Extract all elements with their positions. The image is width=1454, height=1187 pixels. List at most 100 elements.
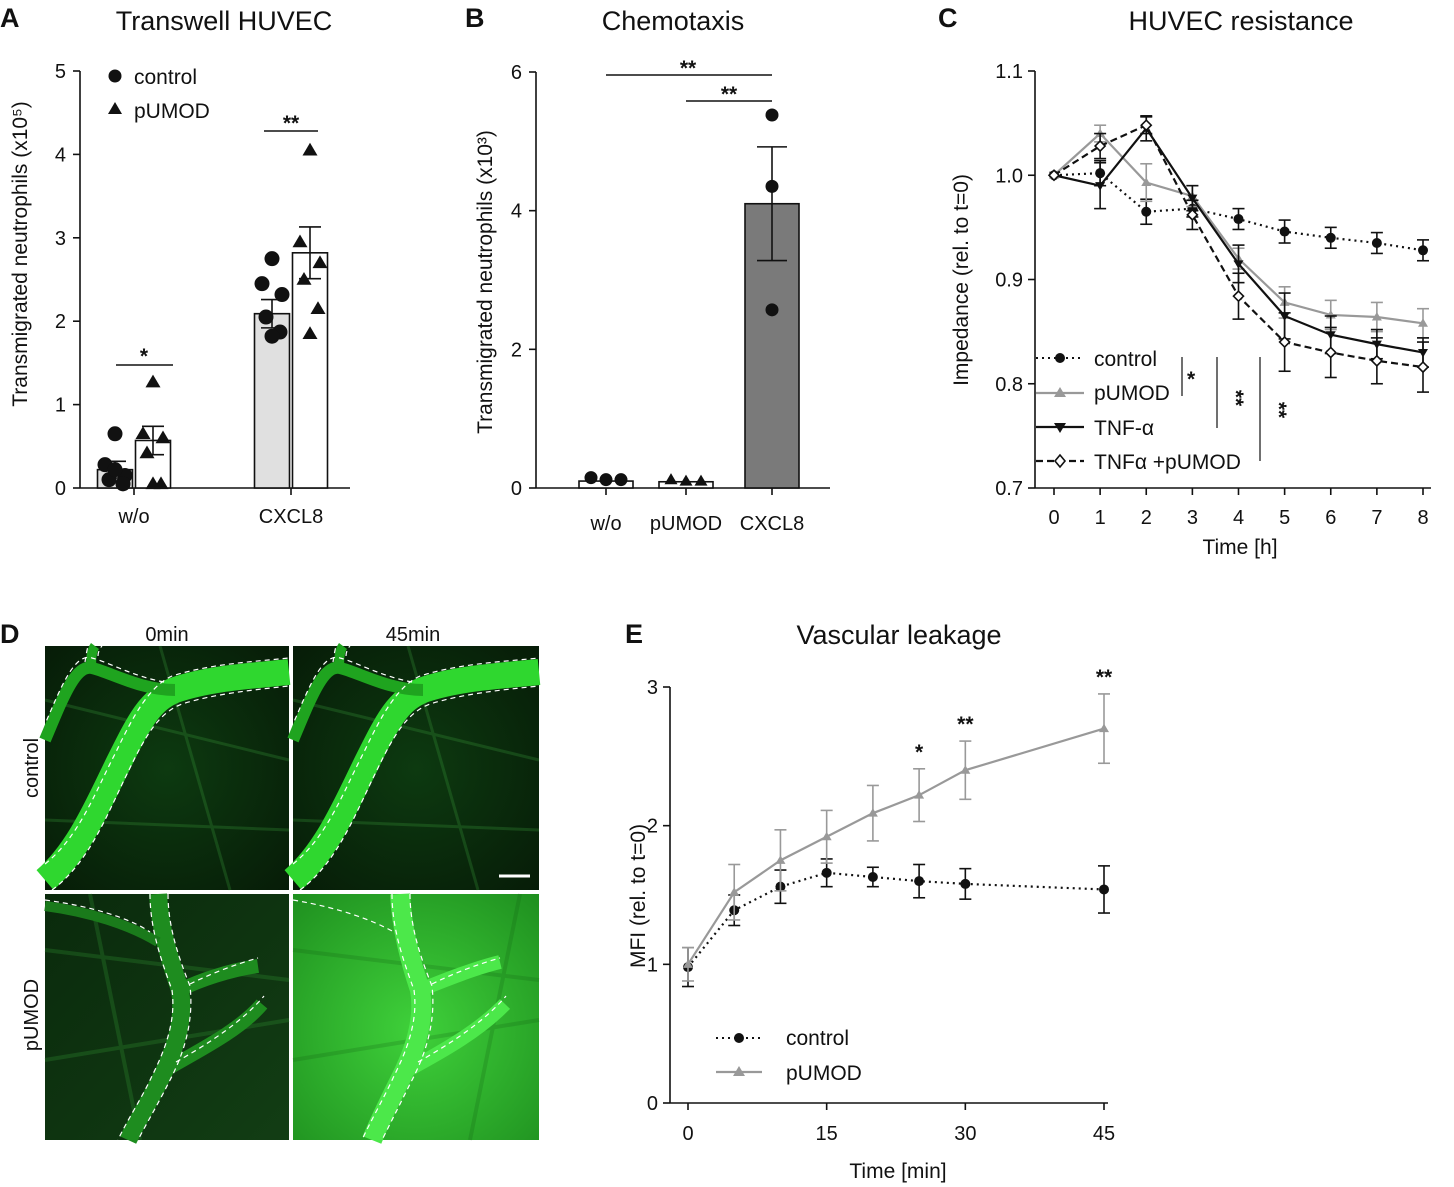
column-label-45min: 45min xyxy=(386,624,440,646)
sig-label-pumod-cxcl8: ** xyxy=(721,83,738,106)
legend-marker-pumod xyxy=(1054,387,1066,397)
y-tick-label: 1.0 xyxy=(995,165,1023,187)
data-point xyxy=(1047,169,1061,182)
y-tick-label: 1.1 xyxy=(995,61,1023,83)
legend-label-control: control xyxy=(786,1027,849,1050)
data-point xyxy=(145,374,161,388)
data-point xyxy=(1141,177,1152,187)
sig-label-tnfa-pumod: ** xyxy=(1267,402,1290,419)
data-point xyxy=(1233,214,1244,225)
data-point xyxy=(274,287,290,303)
sig-label-pumod: * xyxy=(1187,368,1196,391)
legend-label-tnfa: TNF-α xyxy=(1094,417,1154,440)
image-control-0min xyxy=(36,643,291,891)
data-point xyxy=(960,765,971,774)
data-point xyxy=(155,430,171,444)
legend-label-pumod: pUMOD xyxy=(786,1062,862,1085)
data-point xyxy=(264,328,280,344)
x-category-label: w/o xyxy=(589,513,621,535)
data-point xyxy=(1099,884,1109,895)
sig-label-wo-cxcl8: ** xyxy=(680,57,697,80)
row-label-control: control xyxy=(21,738,43,798)
x-category-label: w/o xyxy=(117,506,149,528)
data-point xyxy=(867,871,878,882)
legend-label-pumod: pUMOD xyxy=(134,100,210,123)
chart-a-categories: w/o CXCL8 xyxy=(117,506,323,528)
panel-letter-a: A xyxy=(0,3,20,33)
chart-c-title: HUVEC resistance xyxy=(1128,6,1353,36)
data-point xyxy=(310,301,326,314)
y-tick-label: 2 xyxy=(55,311,66,333)
data-point xyxy=(254,276,270,292)
error-bar xyxy=(757,146,787,262)
data-point xyxy=(1278,335,1291,349)
data-point xyxy=(1233,260,1244,269)
chart-transwell-huvec: Transwell HUVEC Transmigrated neutrophil… xyxy=(9,6,350,528)
legend-marker-control xyxy=(734,1033,744,1043)
chart-e-series xyxy=(682,693,1110,988)
image-control-45min xyxy=(284,643,541,891)
x-tick-label: 5 xyxy=(1279,507,1290,529)
y-tick-label: 4 xyxy=(55,144,66,166)
x-tick-label: 30 xyxy=(954,1123,976,1145)
chart-b-bars xyxy=(578,108,800,489)
chart-c-ylabel: Impedance (rel. to t=0) xyxy=(950,174,973,386)
legend-marker-tnfa xyxy=(1054,423,1066,433)
chart-e-ylabel: MFI (rel. to t=0) xyxy=(627,824,650,968)
y-tick-label: 0 xyxy=(511,478,522,500)
data-point xyxy=(1099,723,1109,733)
chart-e-legend: control pUMOD xyxy=(716,1027,862,1085)
legend-marker-tnfa-pumod xyxy=(1053,453,1067,469)
data-point xyxy=(1324,346,1337,359)
image-pumod-45min xyxy=(292,893,540,1144)
chart-a-bars xyxy=(96,142,329,492)
legend-label-control: control xyxy=(134,66,197,89)
chart-b-ticks: 0 2 4 6 xyxy=(511,62,773,500)
data-point xyxy=(1093,139,1107,153)
significance-label: * xyxy=(915,741,924,764)
data-point xyxy=(821,867,832,878)
y-tick-label: 5 xyxy=(55,61,66,83)
legend-label-pumod: pUMOD xyxy=(1094,382,1170,405)
chart-b-significance: ** ** xyxy=(606,57,772,106)
data-point xyxy=(1232,290,1245,303)
data-point xyxy=(1371,312,1382,321)
legend-marker-pumod xyxy=(108,102,122,114)
x-tick-label: 45 xyxy=(1093,1123,1115,1145)
y-tick-label: 0.9 xyxy=(995,270,1023,292)
chart-a-ticks: 0 1 2 3 4 5 xyxy=(55,61,292,500)
data-point xyxy=(258,309,274,325)
legend-marker-pumod xyxy=(733,1066,745,1076)
chart-c-legend: control pUMOD TNF-α TNFα +pUMOD xyxy=(1036,348,1241,474)
y-tick-label: 2 xyxy=(511,339,522,361)
chart-a-legend: control pUMOD xyxy=(108,66,210,123)
data-point xyxy=(1371,238,1382,249)
chart-e-axes xyxy=(669,687,1108,1104)
legend-label-control: control xyxy=(1094,348,1157,371)
legend-label-tnfa-pumod: TNFα +pUMOD xyxy=(1094,451,1241,474)
x-tick-label: 15 xyxy=(816,1123,838,1145)
chart-b-categories: w/o pUMOD CXCL8 xyxy=(589,513,804,535)
chart-a-significance: * ** xyxy=(116,112,318,368)
data-point xyxy=(694,474,708,486)
chart-a-title: Transwell HUVEC xyxy=(116,6,333,36)
data-point xyxy=(1140,119,1153,132)
data-point xyxy=(312,255,328,269)
sig-label-tnfa: ** xyxy=(1224,390,1247,407)
y-tick-label: 1 xyxy=(55,395,66,417)
y-tick-label: 2 xyxy=(647,816,658,838)
data-point xyxy=(292,234,308,248)
panel-letter-b: B xyxy=(465,3,485,33)
x-tick-label: 4 xyxy=(1233,507,1244,529)
data-point xyxy=(765,108,779,122)
sig-label-cxcl8: ** xyxy=(283,112,300,135)
chart-c-xlabel: Time [h] xyxy=(1202,536,1277,559)
data-point xyxy=(1370,354,1384,367)
legend-marker-control xyxy=(108,69,122,83)
chart-e-significance: ***** xyxy=(915,666,1113,764)
significance-label: ** xyxy=(957,713,974,736)
y-tick-label: 4 xyxy=(511,201,522,223)
data-point xyxy=(1186,208,1199,221)
